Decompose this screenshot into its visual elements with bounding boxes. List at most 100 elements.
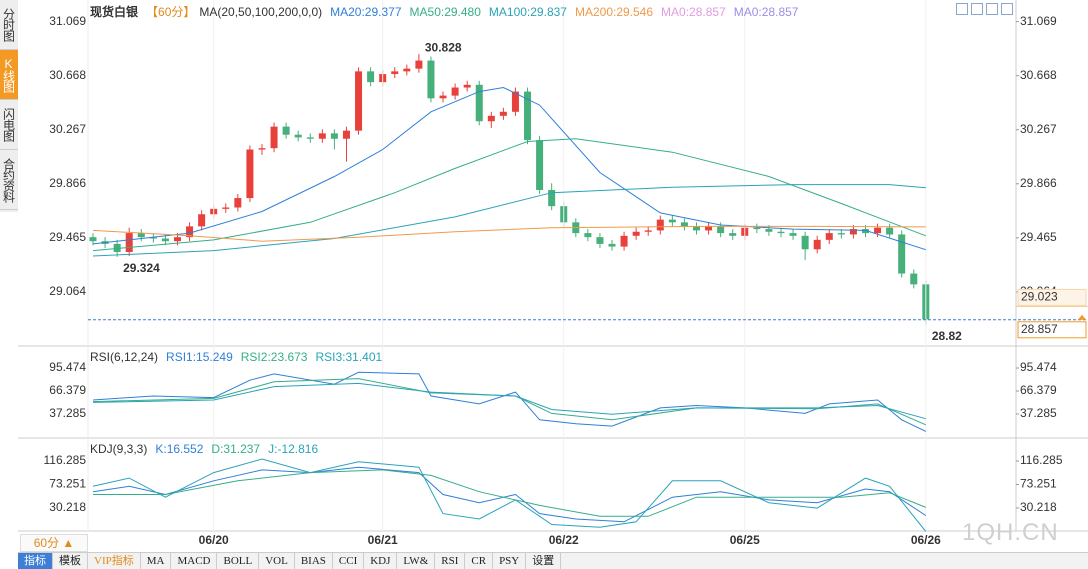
legend-entry: RSI3:31.401 bbox=[315, 350, 383, 364]
candle-body bbox=[342, 130, 350, 139]
toolbar-button[interactable]: BOLL bbox=[217, 553, 260, 569]
candle-body bbox=[548, 189, 556, 207]
toolbar-button[interactable]: CCI bbox=[333, 553, 365, 569]
candle-body bbox=[910, 273, 918, 285]
candle-body bbox=[270, 126, 278, 149]
ref-price-box bbox=[1017, 288, 1087, 306]
y2-tick-label: 30.218 bbox=[1020, 500, 1057, 514]
candle-body bbox=[837, 233, 845, 235]
legend-entry: MA0:28.857 bbox=[733, 5, 799, 19]
toolbar-button[interactable]: 模板 bbox=[53, 553, 88, 569]
candle-body bbox=[584, 233, 592, 238]
indicator-line bbox=[93, 469, 926, 517]
period-button[interactable]: 60分 ▲ bbox=[20, 534, 88, 552]
candle-body bbox=[427, 60, 435, 99]
x-tick-label: 06/26 bbox=[911, 533, 941, 547]
candle-body bbox=[161, 238, 169, 242]
candle-body bbox=[258, 148, 266, 150]
sidebar-tab[interactable]: 合约资料 bbox=[0, 150, 18, 210]
y2-tick-label: 30.267 bbox=[1020, 122, 1057, 136]
y-tick-label: 95.474 bbox=[49, 360, 86, 374]
sidebar-tab[interactable]: 闪电图 bbox=[0, 100, 18, 150]
toolbar-button[interactable]: VIP指标 bbox=[88, 553, 141, 569]
y-tick-label: 31.069 bbox=[49, 14, 86, 28]
candle-body bbox=[222, 207, 230, 209]
sidebar-tab[interactable]: 分时图 bbox=[0, 0, 18, 50]
price-annotation: 29.324 bbox=[123, 261, 160, 275]
candle-body bbox=[487, 115, 495, 122]
indicator-line bbox=[92, 184, 926, 257]
candle-body bbox=[475, 84, 483, 122]
watermark: 1QH.CN bbox=[962, 519, 1059, 546]
y-tick-label: 30.668 bbox=[49, 68, 86, 82]
candle-body bbox=[367, 71, 375, 83]
indicator-label: MA(20,50,100,200,0,0) bbox=[199, 5, 323, 19]
candle-body bbox=[439, 95, 447, 99]
legend-entry: RSI2:23.673 bbox=[240, 350, 308, 364]
candle-body bbox=[451, 87, 459, 96]
y-tick-label: 116.285 bbox=[44, 453, 87, 467]
candle-body bbox=[620, 235, 628, 247]
main-header: 现货白银 【60分】 MA(20,50,100,200,0,0) MA20:29.37… bbox=[90, 3, 806, 20]
candle-body bbox=[898, 234, 906, 274]
legend-entry: J:-12.816 bbox=[268, 442, 319, 456]
toolbar-button[interactable]: MACD bbox=[171, 553, 218, 569]
toolbar-button[interactable]: CR bbox=[465, 553, 494, 569]
candle-body bbox=[705, 226, 713, 231]
indicator-line bbox=[92, 371, 927, 432]
candle-body bbox=[608, 243, 616, 247]
toolbar-button[interactable]: PSY bbox=[493, 553, 527, 569]
toolbar: 指标 模板 VIP指标 MA MACD BOLL VOL BIAS CCI KDJ LW& RSI CR… bbox=[18, 552, 1088, 569]
toolbar-button[interactable]: MA bbox=[141, 553, 172, 569]
candle-body bbox=[511, 91, 519, 112]
candle-body bbox=[330, 133, 338, 139]
indicator-line bbox=[92, 138, 926, 252]
indicator-line bbox=[92, 86, 926, 251]
y-tick-label: 30.218 bbox=[49, 500, 86, 514]
candle-body bbox=[318, 133, 326, 139]
toolbar-button[interactable]: VOL bbox=[259, 553, 295, 569]
toolbar-button[interactable]: BIAS bbox=[295, 553, 333, 569]
legend-entry: MA100:29.837 bbox=[488, 5, 567, 19]
toolbar-button[interactable]: LW& bbox=[397, 553, 436, 569]
price-annotation: 30.828 bbox=[425, 40, 462, 54]
candle-body bbox=[137, 233, 145, 238]
legend-entry: RSI1:15.249 bbox=[166, 350, 233, 364]
sidebar: 分时图 K线图 闪电图 合约资料 bbox=[0, 0, 18, 212]
candle-body bbox=[874, 227, 882, 234]
candle-body bbox=[246, 149, 254, 199]
y-tick-label: 73.251 bbox=[49, 477, 86, 491]
period-label: 【60分】 bbox=[146, 5, 196, 19]
y2-tick-label: 66.379 bbox=[1020, 383, 1057, 397]
candle-body bbox=[403, 68, 411, 72]
candle-body bbox=[717, 226, 725, 234]
candle-body bbox=[849, 229, 857, 235]
toolbar-button[interactable]: 设置 bbox=[526, 553, 562, 569]
toolbar-button[interactable]: 指标 bbox=[18, 553, 53, 569]
candle-body bbox=[173, 237, 181, 242]
candle-body bbox=[789, 233, 797, 236]
candle-body bbox=[729, 233, 737, 236]
candle-body bbox=[765, 229, 773, 232]
window-icons[interactable] bbox=[956, 3, 1013, 15]
y2-tick-label: 30.668 bbox=[1020, 68, 1057, 82]
sidebar-tab[interactable]: K线图 bbox=[0, 50, 18, 100]
price-arrow bbox=[1078, 314, 1086, 320]
toolbar-button[interactable]: RSI bbox=[435, 553, 466, 569]
rsi-header: RSI(6,12,24) RSI1:15.249 RSI2:23.673 RSI3:3… bbox=[90, 350, 390, 364]
y2-tick-label: 37.285 bbox=[1020, 406, 1057, 420]
legend-entry: K:16.552 bbox=[155, 442, 204, 456]
indicator-line bbox=[92, 466, 927, 523]
y-tick-label: 29.064 bbox=[49, 284, 86, 298]
y-tick-label: 29.866 bbox=[49, 176, 86, 190]
candle-body bbox=[198, 214, 206, 227]
panel-title: KDJ(9,3,3) bbox=[90, 442, 148, 456]
candle-body bbox=[825, 233, 833, 240]
x-tick-label: 06/22 bbox=[549, 533, 579, 547]
y-tick-label: 66.379 bbox=[49, 383, 86, 397]
toolbar-button[interactable]: KDJ bbox=[364, 553, 398, 569]
candle-body bbox=[656, 219, 664, 231]
candle-body bbox=[680, 222, 688, 227]
candle-body bbox=[668, 219, 676, 223]
